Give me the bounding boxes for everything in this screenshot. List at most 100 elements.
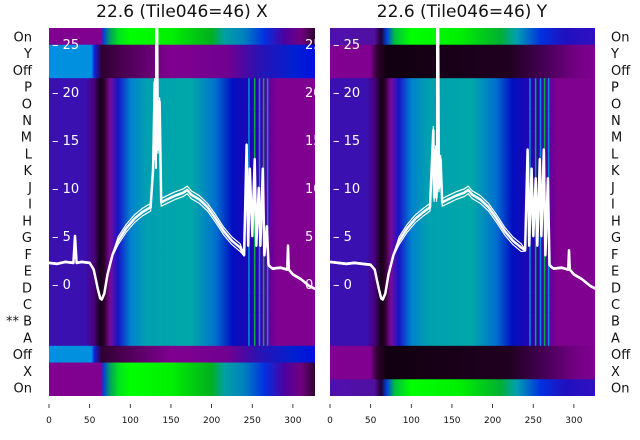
heatmap-streak	[534, 145, 537, 163]
heatmap-streak	[539, 295, 542, 313]
y-tick-label: – 25	[52, 38, 79, 53]
heatmap-row	[49, 212, 315, 230]
heatmap-streak	[258, 78, 261, 96]
heatmap-row	[330, 295, 595, 313]
heatmap-streak	[253, 94, 256, 113]
x-tick-label: 150	[162, 416, 179, 426]
row-label: On	[611, 30, 629, 45]
heatmap-streak	[529, 262, 531, 280]
heatmap-streak	[262, 78, 265, 96]
heatmap-streak	[547, 278, 550, 297]
heatmap-streak	[253, 145, 256, 163]
overlay-line	[330, 28, 595, 301]
heatmap-row	[49, 362, 315, 380]
heatmap-streak	[253, 128, 256, 146]
heatmap-row	[49, 329, 315, 347]
heatmap-streak	[539, 312, 542, 330]
y-tick-label-twin: 0	[305, 278, 313, 293]
heatmap-row	[49, 28, 315, 46]
heatmap-row	[49, 278, 315, 297]
heatmap-streak	[248, 111, 250, 129]
heatmap-row	[49, 245, 315, 263]
heatmap-streak	[262, 94, 265, 113]
heatmap-streak	[543, 78, 546, 96]
x-tick-label: 50	[365, 416, 377, 426]
x-tick-label: 300	[565, 416, 582, 426]
row-label: K	[23, 164, 32, 179]
heatmap-row	[49, 312, 315, 330]
row-label: I	[611, 198, 615, 213]
row-label: X	[611, 365, 620, 380]
heatmap-row	[49, 195, 315, 213]
row-label: On	[14, 30, 32, 45]
heatmap-streak	[529, 128, 531, 146]
y-tick-label: – 25	[333, 38, 360, 53]
heatmap-streak	[529, 278, 531, 297]
heatmap-streak	[539, 128, 542, 146]
panel-y: 22.6 (Tile046=46) Y – 0 – 5 – 10 – 15 – 20 – 2…	[327, 2, 631, 426]
heatmap-streak	[534, 128, 537, 146]
heatmap-streak	[529, 161, 531, 180]
heatmap-row	[49, 145, 315, 163]
heatmap-streak	[539, 228, 542, 246]
heatmap-streak	[266, 94, 269, 113]
heatmap-streak	[529, 111, 531, 129]
x-tick-label: 100	[403, 416, 420, 426]
heatmap-streak	[253, 111, 256, 129]
heatmap-streak	[539, 329, 542, 347]
y-tick-label-twin: 15	[305, 134, 322, 149]
heatmap-streak	[248, 295, 250, 313]
heatmap-row	[330, 61, 595, 79]
row-marker: **	[6, 315, 20, 330]
heatmap-row	[49, 379, 315, 396]
heatmap-row	[330, 312, 595, 330]
heatmap-streak	[534, 295, 537, 313]
y-tick-label-twin: 5	[305, 230, 313, 245]
heatmap-streak	[262, 312, 265, 330]
heatmap-row	[330, 329, 595, 347]
heatmap-row	[330, 379, 595, 396]
heatmap-streak	[262, 278, 265, 297]
heatmap-streak	[539, 78, 542, 96]
heatmap-streak	[253, 228, 256, 246]
row-label: P	[24, 81, 32, 96]
heatmap-streak	[266, 212, 269, 230]
y-tick-label: – 20	[52, 86, 79, 101]
heatmap-streak	[248, 78, 250, 96]
y-tick-label: – 5	[333, 230, 352, 245]
heatmap-streak	[547, 329, 550, 347]
heatmap-row	[330, 262, 595, 280]
twin-y-axis: 0 5 10 15 20 25	[305, 38, 322, 293]
x-tick-label: 200	[203, 416, 220, 426]
y-tick-label-twin: 10	[305, 182, 322, 197]
heatmap-streak	[266, 111, 269, 129]
row-label: Y	[610, 47, 619, 62]
heatmap-streak	[534, 228, 537, 246]
heatmap-row	[330, 44, 595, 62]
heatmap-row	[49, 128, 315, 146]
y-tick-label: – 20	[333, 86, 360, 101]
heatmap-streak	[543, 295, 546, 313]
x-tick-label: 200	[484, 416, 501, 426]
heatmap-streak	[266, 312, 269, 330]
heatmap-streak	[529, 312, 531, 330]
row-label: O	[611, 97, 621, 112]
y-tick-label: – 10	[52, 182, 79, 197]
heatmap-row	[330, 28, 595, 46]
heatmap-streak	[258, 245, 261, 263]
heatmap-streak	[258, 262, 261, 280]
heatmap-streak	[539, 245, 542, 263]
heatmap-streak	[543, 111, 546, 129]
heatmap-streak	[529, 245, 531, 263]
heatmap-streak	[258, 161, 261, 180]
row-label: Off	[13, 64, 33, 79]
panel-x: 22.6 (Tile046=46) X – 0 – 5 – 10 – 15 – 20 – 2…	[6, 2, 315, 426]
heatmap-streak	[534, 278, 537, 297]
heatmap-streak	[539, 278, 542, 297]
heatmap-streak	[248, 145, 250, 163]
heatmap-streak	[547, 111, 550, 129]
heatmap-row	[330, 78, 595, 96]
heatmap-row	[330, 145, 595, 163]
